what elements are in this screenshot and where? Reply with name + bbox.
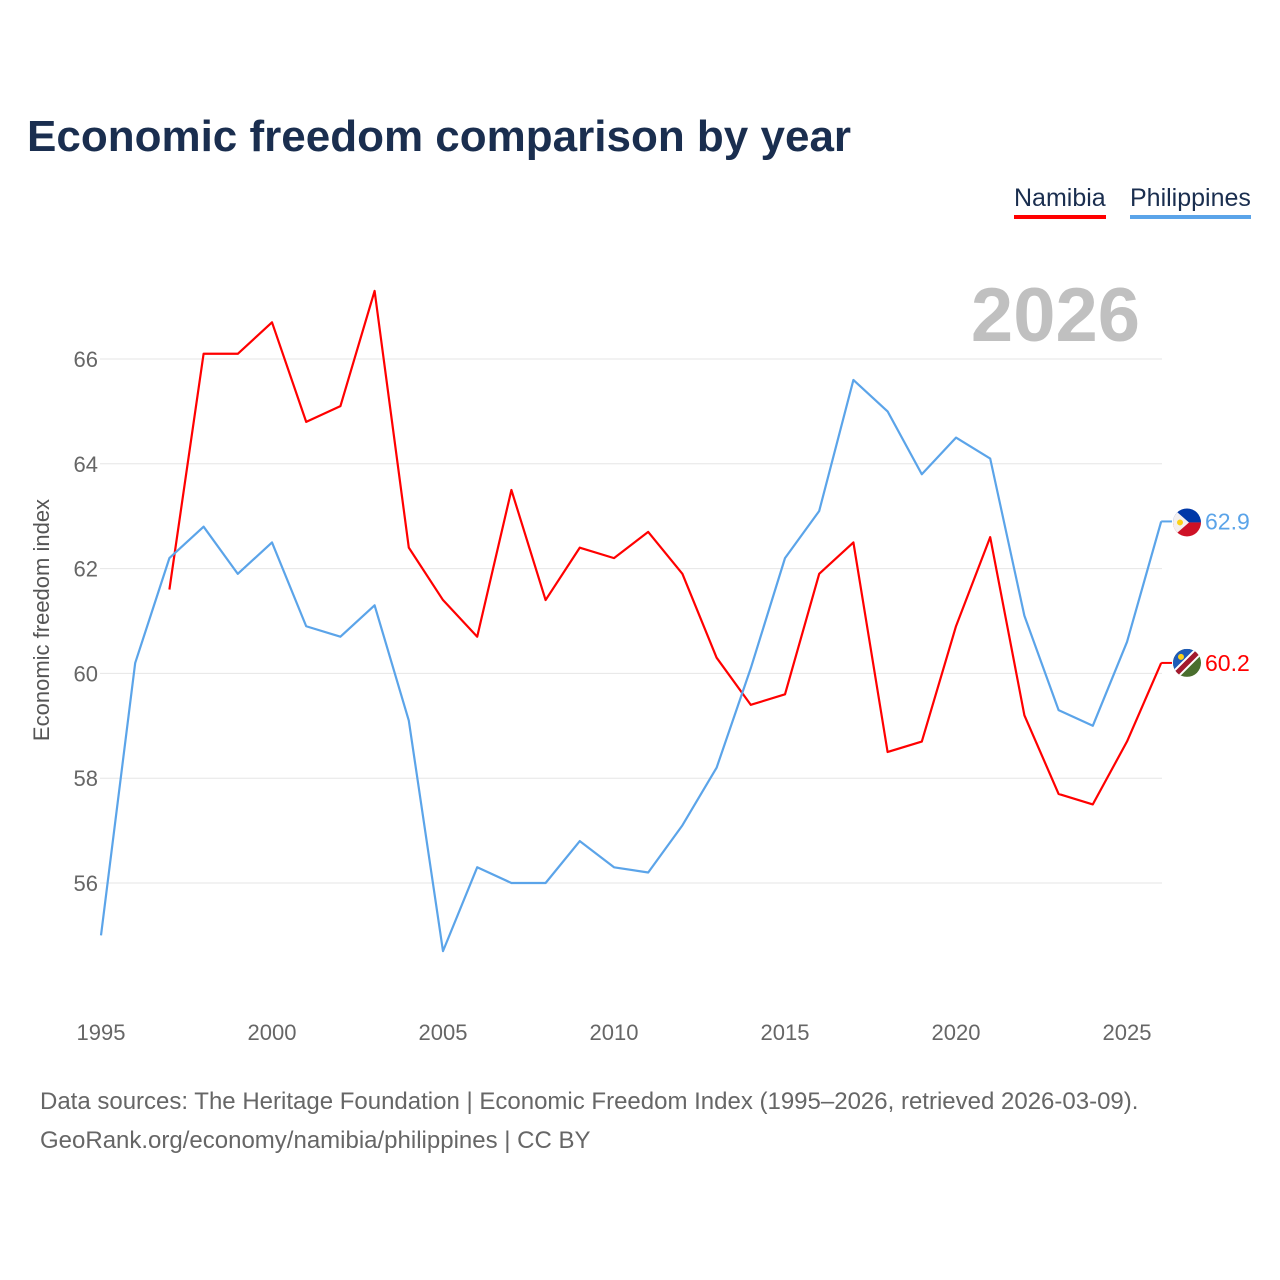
legend-philippines[interactable]: Philippines	[1130, 184, 1251, 219]
end-value-label: 60.2	[1205, 650, 1250, 676]
year-watermark: 2026	[970, 273, 1140, 358]
x-tick-label: 2010	[590, 1020, 639, 1045]
series-line-philippines	[99, 378, 1163, 953]
end-value-label: 62.9	[1205, 508, 1250, 534]
series-line-namibia	[168, 289, 1163, 806]
y-tick-label: 60	[74, 661, 98, 686]
flag-body	[1173, 648, 1201, 677]
y-tick-label: 62	[74, 557, 98, 582]
flag-sun	[1177, 519, 1183, 526]
x-tick-label: 2000	[248, 1020, 297, 1045]
footer-link[interactable]: GeoRank.org/economy/namibia/philippines …	[40, 1127, 591, 1154]
flag-body	[1173, 508, 1201, 537]
philippines-flag-icon	[1173, 508, 1201, 537]
x-tick-label: 2005	[419, 1020, 468, 1045]
x-tick-label: 2015	[761, 1020, 810, 1045]
chart-title: Economic freedom comparison by year	[27, 112, 852, 161]
y-tick-label: 64	[74, 452, 98, 477]
x-tick-label: 2020	[932, 1020, 981, 1045]
y-tick-label: 58	[74, 766, 98, 791]
x-tick-label: 2025	[1103, 1020, 1152, 1045]
y-tick-label: 66	[74, 347, 98, 372]
flag-sun	[1178, 653, 1184, 660]
legend-namibia[interactable]: Namibia	[1014, 184, 1106, 219]
x-tick-label: 1995	[77, 1020, 126, 1045]
namibia-flag-icon	[1173, 648, 1201, 677]
y-tick-label: 56	[74, 871, 98, 896]
footer-sources: Data sources: The Heritage Foundation | …	[40, 1088, 1139, 1115]
